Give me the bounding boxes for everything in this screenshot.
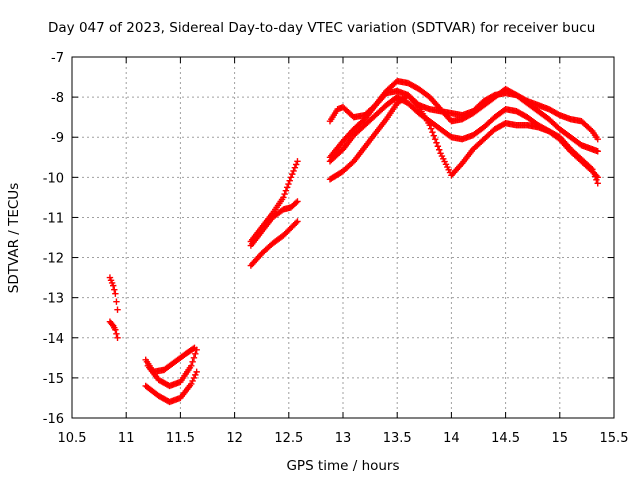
data-point <box>427 125 435 132</box>
data-point <box>109 282 117 289</box>
data-point <box>108 321 116 328</box>
y-tick-label: -11 <box>43 211 64 226</box>
data-point <box>287 174 295 181</box>
data-point <box>591 173 599 180</box>
data-point <box>291 164 299 171</box>
data-point <box>282 187 290 194</box>
x-tick-label: 13.5 <box>383 431 412 446</box>
data-point <box>594 180 601 187</box>
x-tick-label: 10.5 <box>58 431 87 446</box>
data-point <box>188 380 195 388</box>
data-point <box>294 218 301 225</box>
plot-frame <box>71 56 615 419</box>
data-point <box>590 169 597 177</box>
data-point <box>587 126 595 134</box>
y-tick-label: -10 <box>43 171 64 186</box>
data-point <box>426 121 433 129</box>
data-point <box>294 198 301 205</box>
x-axis-label: GPS time / hours <box>286 458 399 474</box>
series-arc-b3 <box>142 368 200 406</box>
x-tick-label: 12 <box>226 431 243 446</box>
x-tick-labels: 10.5 11 11.5 12 12.5 13 13.5 14 14.5 15 15.5 <box>58 431 629 446</box>
data-point <box>193 368 200 376</box>
data-point <box>289 170 296 178</box>
data-point <box>190 345 197 352</box>
x-tick-label: 15.5 <box>600 431 629 446</box>
y-tick-labels: -16 -15 -14 -13 -12 -11 -10 -9 -8 -7 <box>43 51 64 427</box>
x-tick-label: 14 <box>443 431 460 446</box>
series-arc-c3 <box>247 218 301 269</box>
data-point <box>433 139 440 146</box>
y-tick-label: -7 <box>51 51 64 66</box>
data-points <box>106 77 601 406</box>
x-tick-label: 15 <box>552 431 569 446</box>
data-point <box>114 306 121 313</box>
data-point <box>290 167 297 175</box>
series-arc-c2 <box>247 198 301 249</box>
data-point <box>587 164 595 172</box>
data-point <box>190 354 198 362</box>
data-point <box>286 177 293 184</box>
y-tick-label: -15 <box>43 372 64 387</box>
x-tick-label: 14.5 <box>491 431 520 446</box>
series-arc-d4 <box>326 91 601 187</box>
data-point <box>436 146 443 153</box>
data-point <box>594 148 601 155</box>
data-point <box>292 161 300 168</box>
data-point <box>112 290 119 297</box>
y-tick-label: -12 <box>43 252 64 267</box>
data-point <box>292 199 300 206</box>
data-point <box>429 129 436 136</box>
data-point <box>192 350 199 358</box>
series-arc-a1 <box>106 274 121 313</box>
data-point <box>283 184 291 191</box>
data-point <box>280 194 287 201</box>
x-tick-label: 13 <box>335 431 352 446</box>
data-point <box>434 143 442 150</box>
y-tick-label: -16 <box>43 412 64 427</box>
series-arc-b1 <box>142 344 198 376</box>
chart-title: Day 047 of 2023, Sidereal Day-to-day VTE… <box>48 20 595 36</box>
data-point <box>112 326 119 333</box>
x-tick-label: 11.5 <box>166 431 195 446</box>
data-point <box>430 132 437 139</box>
data-point <box>589 166 596 173</box>
y-tick-label: -9 <box>51 131 64 146</box>
data-point <box>285 180 292 188</box>
data-point <box>188 362 195 370</box>
data-point <box>111 286 118 293</box>
data-point <box>593 176 600 184</box>
y-tick-label: -8 <box>51 91 64 106</box>
data-point <box>292 219 300 226</box>
data-point <box>594 136 601 143</box>
data-point <box>294 158 301 165</box>
data-point <box>193 346 200 354</box>
series-arc-a2 <box>106 318 121 341</box>
series-arc-b2 <box>144 346 200 390</box>
x-tick-label: 11 <box>118 431 135 446</box>
x-tick-label: 12.5 <box>274 431 303 446</box>
data-point <box>189 358 196 366</box>
y-tick-label: -14 <box>43 332 64 347</box>
data-point <box>281 190 288 198</box>
y-tick-label: -13 <box>43 292 64 307</box>
data-point <box>431 136 439 143</box>
data-point <box>114 334 121 341</box>
y-axis-label: SDTVAR / TECUs <box>6 183 22 293</box>
data-point <box>189 377 196 385</box>
series-arc-d2 <box>326 77 601 161</box>
data-point <box>190 374 198 382</box>
data-point <box>192 371 199 379</box>
series-arc-c1 <box>247 158 301 245</box>
data-point <box>113 330 120 337</box>
grid-lines <box>72 57 614 418</box>
data-point <box>113 298 120 305</box>
